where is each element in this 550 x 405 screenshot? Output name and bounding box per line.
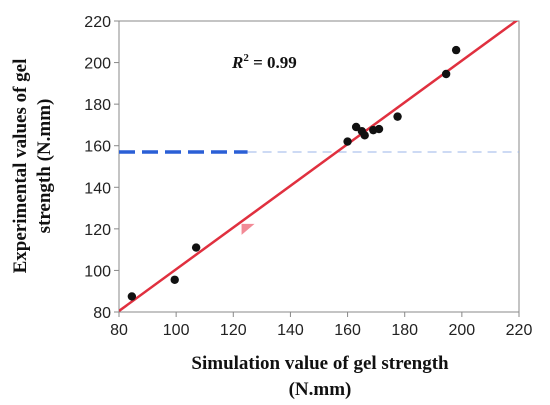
x-axis-title-line1: Simulation value of gel strength bbox=[191, 353, 449, 374]
x-tick-label: 80 bbox=[110, 322, 128, 339]
x-tick-label: 200 bbox=[449, 322, 476, 339]
r-squared-value: = 0.99 bbox=[249, 53, 297, 72]
data-point bbox=[441, 69, 451, 79]
x-tick-label: 100 bbox=[163, 322, 190, 339]
data-point bbox=[127, 292, 137, 301]
r-squared-superscript: 2 bbox=[243, 52, 249, 64]
data-point bbox=[374, 124, 384, 134]
data-point bbox=[451, 45, 461, 55]
data-point bbox=[343, 137, 352, 146]
y-axis-title-line1: Experimental values of gel bbox=[10, 59, 31, 274]
marker-triangle-icon bbox=[241, 223, 255, 235]
x-tick-label: 180 bbox=[391, 322, 418, 339]
plot-frame bbox=[118, 20, 520, 313]
r-squared-symbol: R bbox=[231, 53, 243, 72]
data-point bbox=[191, 243, 201, 252]
x-tick-label: 120 bbox=[220, 322, 247, 339]
y-tick-label: 140 bbox=[84, 180, 111, 197]
data-point bbox=[360, 131, 369, 140]
y-tick-label: 220 bbox=[84, 14, 111, 31]
x-tick-label: 160 bbox=[334, 322, 361, 339]
y-tick-label: 80 bbox=[93, 305, 111, 322]
y-tick-label: 100 bbox=[84, 263, 111, 280]
data-point bbox=[393, 112, 402, 121]
fit-line bbox=[119, 21, 519, 312]
x-axis-title-line2: (N.mm) bbox=[289, 379, 352, 400]
y-tick-label: 120 bbox=[84, 222, 111, 239]
y-axis-title-line2: strength (N.mm) bbox=[34, 99, 55, 234]
data-point bbox=[170, 275, 179, 284]
y-tick-label: 180 bbox=[84, 97, 111, 114]
y-tick-label: 160 bbox=[84, 139, 111, 156]
r-squared-annotation: R2 = 0.99 bbox=[231, 52, 297, 72]
y-tick-label: 200 bbox=[84, 56, 111, 73]
x-tick-label: 220 bbox=[506, 322, 533, 339]
x-tick-label: 140 bbox=[277, 322, 304, 339]
